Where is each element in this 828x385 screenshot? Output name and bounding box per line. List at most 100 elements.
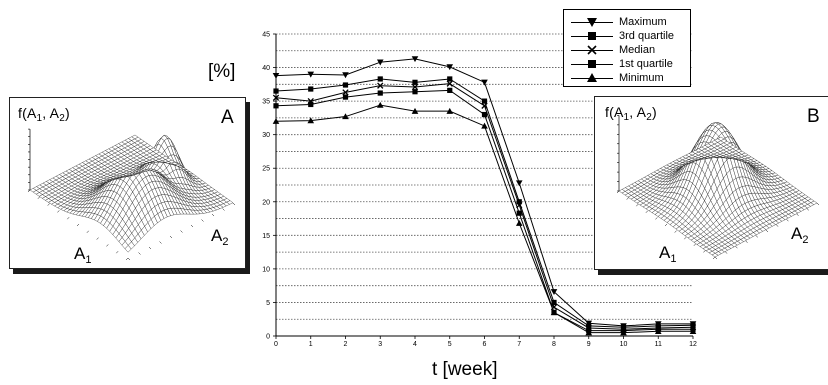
floor-tick-mark bbox=[222, 208, 225, 211]
legend-label: Maximum bbox=[619, 16, 667, 28]
wireframe-mesh bbox=[618, 122, 818, 258]
legend-label: Minimum bbox=[619, 72, 664, 84]
data-point-marker bbox=[481, 102, 488, 109]
floor-tick-mark bbox=[655, 217, 658, 220]
data-point-marker bbox=[586, 323, 592, 329]
data-point-marker bbox=[446, 107, 454, 114]
data-point-marker bbox=[273, 103, 279, 109]
floor-tick-mark bbox=[806, 208, 809, 211]
data-point-marker bbox=[550, 309, 558, 316]
inset-b-axis2-label: A2 bbox=[791, 224, 809, 246]
series-3rd-quartile bbox=[273, 76, 696, 330]
data-point-marker bbox=[307, 71, 315, 78]
data-point-marker bbox=[515, 219, 523, 226]
legend: Maximum 3rd quartile Median 1st quartile… bbox=[563, 9, 691, 87]
series-minimum bbox=[272, 101, 697, 336]
surface-plot-a bbox=[27, 128, 236, 261]
floor-tick-mark bbox=[76, 223, 80, 227]
inset-panel-b: f(A1, A2) B A1 A2 bbox=[594, 96, 828, 270]
y-tick-label: 15 bbox=[262, 233, 270, 240]
data-point-marker bbox=[516, 210, 522, 216]
y-tick-label: 5 bbox=[266, 300, 270, 307]
legend-item-minimum: Minimum bbox=[564, 72, 690, 86]
data-point-marker bbox=[376, 59, 384, 66]
legend-label: 1st quartile bbox=[619, 58, 673, 70]
data-point-marker bbox=[481, 111, 488, 118]
data-point-marker bbox=[447, 87, 453, 93]
x-tick-label: 11 bbox=[655, 341, 662, 348]
data-point-marker bbox=[272, 117, 280, 124]
data-point-marker bbox=[620, 329, 627, 336]
floor-tick-mark bbox=[159, 241, 162, 244]
data-point-marker bbox=[550, 289, 558, 296]
floor-tick-mark bbox=[796, 213, 799, 216]
data-point-marker bbox=[655, 323, 661, 329]
y-tick-label: 20 bbox=[262, 199, 270, 206]
data-point-marker bbox=[272, 72, 280, 79]
floor-tick-mark bbox=[745, 240, 748, 243]
x-tick-label: 7 bbox=[517, 341, 521, 348]
data-point-marker bbox=[342, 72, 349, 79]
floor-tick-mark bbox=[616, 190, 620, 194]
data-point-marker bbox=[620, 324, 627, 330]
data-point-marker bbox=[515, 180, 523, 187]
triangle-down-marker-icon bbox=[587, 18, 597, 27]
data-point-marker bbox=[376, 101, 384, 108]
x-tick-label: 1 bbox=[309, 341, 313, 348]
legend-label: 3rd quartile bbox=[619, 30, 675, 42]
x-tick-label: 9 bbox=[587, 341, 591, 348]
legend-label: Median bbox=[619, 44, 656, 56]
floor-tick-mark bbox=[626, 197, 629, 200]
floor-tick-mark bbox=[96, 237, 99, 240]
y-tick-label: 35 bbox=[262, 99, 270, 106]
data-point-marker bbox=[411, 56, 419, 63]
data-point-marker bbox=[342, 113, 349, 120]
data-point-marker bbox=[377, 90, 383, 96]
data-point-marker bbox=[654, 328, 662, 334]
data-point-marker bbox=[273, 88, 279, 94]
floor-tick-mark bbox=[645, 210, 648, 213]
data-point-marker bbox=[689, 328, 697, 334]
floor-tick-mark bbox=[127, 257, 131, 261]
floor-tick-mark bbox=[664, 223, 668, 227]
floor-tick-mark bbox=[712, 256, 716, 260]
floor-tick-mark bbox=[116, 251, 119, 254]
floor-tick-mark bbox=[674, 230, 677, 233]
data-point-marker bbox=[342, 94, 349, 100]
data-point-marker bbox=[690, 322, 696, 328]
floor-tick-mark bbox=[169, 235, 173, 239]
surface-plot-b bbox=[616, 115, 820, 260]
data-point-marker bbox=[446, 64, 454, 71]
floor-tick-mark bbox=[755, 235, 758, 238]
y-tick-label: 40 bbox=[262, 65, 270, 72]
data-point-marker bbox=[377, 76, 383, 82]
inset-a-axis2-label: A2 bbox=[211, 226, 229, 248]
x-tick-label: 3 bbox=[378, 341, 382, 348]
floor-tick-mark bbox=[735, 246, 738, 249]
floor-tick-mark bbox=[125, 257, 129, 261]
floor-tick-mark bbox=[816, 202, 820, 206]
legend-item-median: Median bbox=[564, 44, 690, 58]
floor-tick-mark bbox=[190, 224, 194, 228]
floor-tick-mark bbox=[684, 237, 687, 240]
inset-a-axis1-label: A1 bbox=[74, 244, 92, 266]
data-point-marker bbox=[307, 117, 315, 124]
data-point-marker bbox=[447, 76, 453, 82]
floor-tick-mark bbox=[27, 189, 31, 193]
x-tick-label: 6 bbox=[483, 341, 487, 348]
inset-b-axis1-label: A1 bbox=[659, 243, 677, 265]
floor-tick-mark bbox=[37, 196, 40, 199]
data-point-marker bbox=[446, 80, 453, 87]
x-tick-label: 5 bbox=[448, 341, 452, 348]
floor-tick-mark bbox=[148, 246, 152, 250]
floor-tick-mark bbox=[725, 251, 728, 254]
y-tick-label: 45 bbox=[262, 32, 270, 39]
floor-tick-mark bbox=[776, 224, 779, 227]
y-tick-label: 0 bbox=[266, 334, 270, 341]
legend-item-1st-quartile: 1st quartile bbox=[564, 58, 690, 72]
floor-tick-mark bbox=[138, 252, 141, 255]
floor-tick-mark bbox=[636, 204, 639, 207]
y-tick-label: 25 bbox=[262, 166, 270, 173]
inset-a-corner-label: A bbox=[221, 107, 234, 128]
x-tick-label: 2 bbox=[344, 341, 348, 348]
